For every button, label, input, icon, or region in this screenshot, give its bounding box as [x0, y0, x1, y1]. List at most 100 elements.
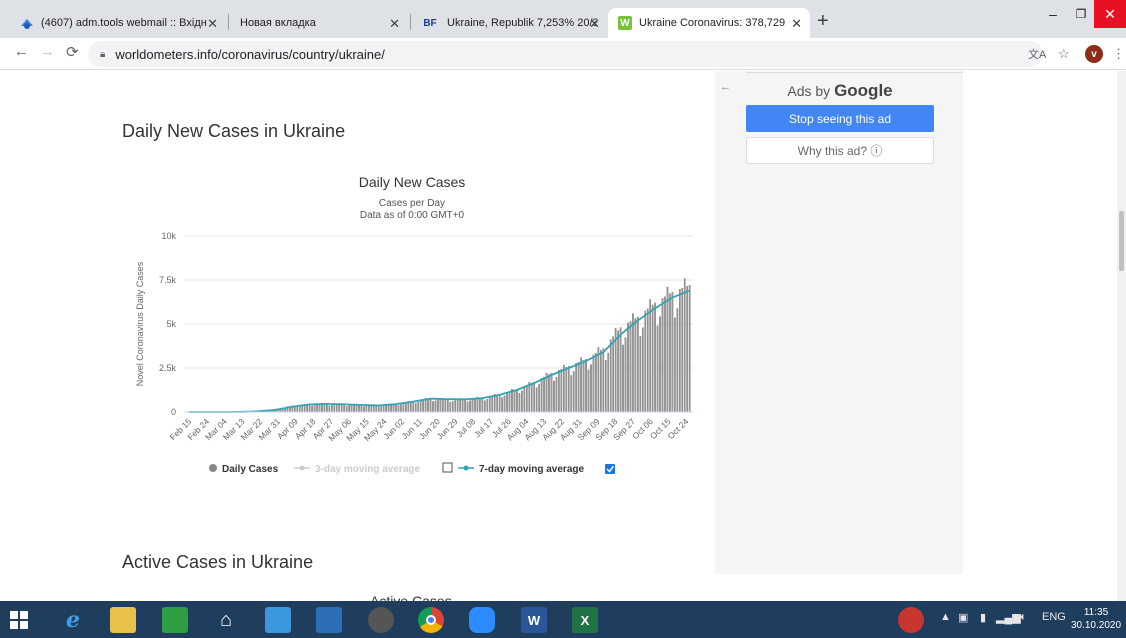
zoom-icon[interactable]	[469, 607, 495, 633]
daily-cases-bar	[296, 406, 299, 413]
daily-cases-bar	[516, 388, 518, 413]
tray-chevron-icon[interactable]: ▲	[940, 611, 951, 623]
windows-start-icon[interactable]	[6, 607, 32, 633]
excel-icon[interactable]: X	[572, 607, 598, 633]
close-icon[interactable]: ✕	[207, 16, 218, 31]
y-tick-label: 2.5k	[159, 363, 177, 373]
close-icon[interactable]: ✕	[389, 16, 400, 31]
close-icon[interactable]: ✕	[791, 16, 802, 31]
tab-new-tab[interactable]: Новая вкладка ✕	[230, 8, 408, 38]
daily-cases-bar	[518, 393, 521, 413]
back-arrow-icon[interactable]: ←	[14, 43, 29, 60]
daily-cases-bar	[659, 316, 661, 413]
daily-cases-bar	[293, 406, 296, 413]
ads-by-label: Ads by	[787, 83, 831, 99]
security-icon[interactable]	[368, 607, 394, 633]
legend-3day-checkbox[interactable]	[442, 462, 453, 473]
daily-cases-bar	[567, 366, 570, 413]
daily-cases-bar	[382, 406, 385, 413]
daily-cases-bar	[525, 384, 528, 413]
daily-cases-bar	[363, 406, 365, 413]
daily-cases-bar	[437, 398, 439, 413]
network-icon[interactable]: ▣	[958, 612, 969, 624]
store-icon[interactable]	[162, 607, 188, 633]
new-tab-button[interactable]: +	[817, 10, 829, 32]
clock-date: 30.10.2020	[1070, 620, 1122, 631]
daily-cases-bar	[442, 398, 444, 413]
legend-7day-checkbox[interactable]	[605, 464, 615, 474]
bookmark-star-icon[interactable]: ☆	[1058, 46, 1070, 61]
avatar[interactable]: v	[1085, 45, 1103, 63]
section-title-daily: Daily New Cases in Ukraine	[122, 121, 346, 141]
minimize-button[interactable]: –	[1049, 6, 1057, 22]
daily-cases-bar	[481, 397, 484, 413]
daily-cases-bar	[570, 375, 573, 413]
close-window-button[interactable]: ✕	[1094, 0, 1126, 28]
daily-cases-bar	[649, 299, 652, 413]
daily-cases-bar	[540, 378, 543, 413]
y-tick-label: 5k	[166, 319, 176, 329]
daily-cases-bar	[627, 322, 629, 413]
daily-cases-bar	[558, 370, 560, 413]
signal-icon[interactable]: ▂▄▆	[996, 612, 1021, 624]
forward-arrow-icon[interactable]: →	[40, 43, 55, 60]
daily-cases-bar	[533, 381, 536, 413]
menu-dots-icon[interactable]: ⋮	[1112, 46, 1125, 61]
language-indicator[interactable]: ENG	[1042, 611, 1066, 623]
tab-separator	[228, 14, 229, 30]
daily-cases-bar	[602, 348, 605, 413]
daily-cases-bar	[501, 397, 503, 413]
battery-icon[interactable]: ▮	[980, 612, 987, 624]
daily-cases-bar	[311, 405, 313, 413]
scrollbar[interactable]	[1117, 71, 1126, 601]
daily-cases-bar	[488, 396, 491, 413]
daily-cases-bar	[681, 288, 684, 413]
page-content: Daily New Cases in Ukraine Daily New Cas…	[0, 71, 1126, 601]
daily-cases-bar	[674, 317, 676, 413]
internet-explorer-icon[interactable]: e	[66, 607, 80, 633]
ads-back-arrow-icon[interactable]: ←	[720, 81, 731, 93]
file-explorer-icon[interactable]	[110, 607, 136, 633]
close-icon[interactable]: ✕	[589, 16, 600, 31]
daily-cases-bar	[511, 388, 513, 413]
chrome-icon[interactable]	[418, 607, 444, 633]
daily-cases-bar	[550, 373, 553, 413]
clock[interactable]: 11:35 30.10.2020	[1068, 606, 1124, 632]
daily-cases-bar	[572, 371, 575, 413]
why-this-ad-button[interactable]: Why this ad? ⓘ	[746, 137, 934, 164]
daily-cases-bar	[400, 404, 402, 413]
daily-cases-bar	[612, 336, 615, 413]
daily-cases-bar	[375, 405, 378, 413]
daily-cases-bar	[328, 405, 331, 413]
translate-icon[interactable]: 文A	[1028, 49, 1047, 61]
tab-title: Ukraine, Republik 7,253% 20/33 |	[447, 17, 597, 29]
tab-ukraine-coronavirus[interactable]: W Ukraine Coronavirus: 378,729 Cas ✕	[608, 8, 810, 38]
daily-cases-bar	[545, 373, 548, 413]
daily-cases-bar	[333, 403, 336, 413]
stop-seeing-ad-button[interactable]: Stop seeing this ad	[746, 105, 934, 132]
scrollbar-thumb[interactable]	[1119, 211, 1124, 271]
restore-button[interactable]: ❐	[1075, 7, 1087, 21]
daily-cases-bar	[409, 401, 412, 413]
reload-icon[interactable]: ⟳	[66, 44, 79, 61]
daily-cases-bar	[498, 394, 501, 413]
notification-app-icon[interactable]	[898, 607, 924, 633]
mail-icon[interactable]	[265, 607, 291, 633]
daily-cases-bar	[575, 363, 577, 413]
tab-ukraine-republik[interactable]: BF Ukraine, Republik 7,253% 20/33 | ✕	[410, 8, 608, 38]
daily-cases-bar	[664, 296, 666, 413]
daily-cases-bar	[454, 399, 457, 413]
daily-cases-bar	[600, 349, 602, 413]
daily-cases-bar	[622, 344, 624, 413]
url-bar[interactable]: 🔒︎ worldometers.info/coronavirus/country…	[88, 41, 1043, 67]
legend-3day-label: 3-day moving average	[315, 464, 420, 475]
home-icon[interactable]: ⌂	[219, 608, 233, 631]
legend-7day-marker	[463, 465, 469, 471]
daily-cases-bar	[686, 286, 689, 413]
daily-cases-bar	[444, 399, 447, 413]
daily-cases-bar	[395, 403, 397, 413]
word-icon[interactable]: W	[521, 607, 547, 633]
tab-webmail[interactable]: (4607) adm.tools webmail :: Вхідн ✕	[10, 8, 226, 38]
volume-icon[interactable]: 🔈︎	[1020, 611, 1027, 623]
lenovo-icon[interactable]	[316, 607, 342, 633]
